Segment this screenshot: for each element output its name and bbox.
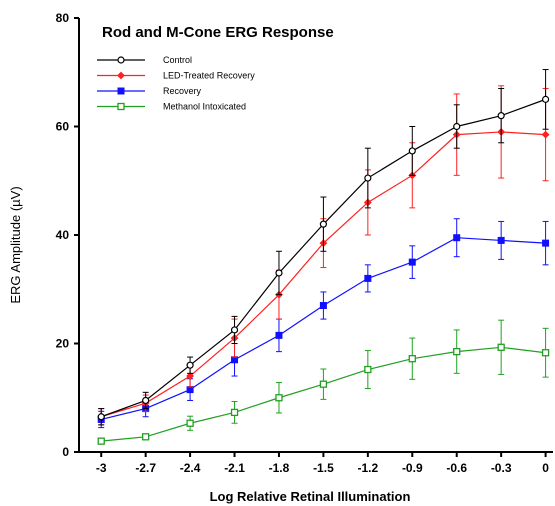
series-2 bbox=[97, 218, 550, 429]
data-point bbox=[275, 331, 283, 339]
legend: Control LED-Treated Recovery Recovery Metha… bbox=[97, 55, 255, 112]
chart-title: Rod and M-Cone ERG Response bbox=[102, 24, 334, 41]
data-point bbox=[319, 302, 327, 310]
x-tick-label: 0 bbox=[542, 461, 549, 475]
x-tick-label: -2.4 bbox=[180, 461, 201, 475]
data-point bbox=[364, 274, 372, 282]
axes: 0 20 40 60 80 -3 -2.7 -2.4 -2.1 -1.8 -1.5 -1.2 -0.9 -… bbox=[56, 11, 550, 475]
x-tick-label: -1.5 bbox=[313, 461, 334, 475]
data-point bbox=[453, 122, 461, 131]
data-point bbox=[453, 347, 461, 356]
x-tick-label: -3 bbox=[96, 461, 107, 475]
data-point bbox=[408, 355, 416, 363]
series-0 bbox=[97, 69, 550, 426]
data-point bbox=[541, 349, 550, 357]
data-point bbox=[541, 95, 550, 103]
x-tick-label: -0.6 bbox=[446, 461, 467, 475]
x-tick-label: -2.7 bbox=[135, 461, 156, 475]
data-point bbox=[364, 365, 372, 374]
legend-item: Control bbox=[97, 55, 192, 65]
data-point bbox=[142, 433, 150, 441]
data-point bbox=[230, 326, 239, 334]
data-point bbox=[97, 413, 105, 421]
legend-label: Methanol Intoxicated bbox=[163, 102, 246, 112]
x-tick-label: -1.2 bbox=[358, 461, 379, 475]
data-point bbox=[186, 386, 194, 394]
x-tick-label: -0.9 bbox=[402, 461, 423, 475]
legend-item: Recovery bbox=[97, 86, 202, 96]
data-point bbox=[142, 396, 150, 405]
x-tick-label: -0.3 bbox=[491, 461, 512, 475]
data-point bbox=[319, 220, 328, 228]
y-tick-label: 60 bbox=[56, 120, 70, 134]
plot-area bbox=[97, 69, 550, 445]
data-point bbox=[275, 269, 283, 277]
data-point bbox=[230, 408, 239, 417]
data-point bbox=[364, 174, 372, 182]
x-tick-label: -1.8 bbox=[269, 461, 290, 475]
data-point bbox=[319, 380, 328, 388]
x-tick-label: -2.1 bbox=[224, 461, 245, 475]
data-point bbox=[275, 394, 283, 402]
data-point bbox=[97, 437, 105, 445]
y-tick-label: 40 bbox=[56, 228, 70, 242]
legend-marker bbox=[117, 102, 125, 111]
data-point bbox=[186, 361, 194, 369]
data-point bbox=[186, 419, 194, 427]
legend-item: Methanol Intoxicated bbox=[97, 102, 246, 112]
y-axis-title: ERG Amplitude (µV) bbox=[8, 186, 23, 303]
data-point bbox=[186, 372, 195, 380]
data-point bbox=[408, 147, 416, 155]
legend-marker bbox=[117, 56, 125, 64]
legend-label: Recovery bbox=[163, 86, 202, 96]
legend-label: Control bbox=[163, 55, 192, 65]
y-tick-label: 80 bbox=[56, 11, 70, 25]
data-point bbox=[231, 356, 239, 364]
legend-marker bbox=[117, 71, 125, 80]
legend-item: LED-Treated Recovery bbox=[97, 71, 255, 81]
data-point bbox=[541, 130, 550, 139]
y-tick-label: 20 bbox=[56, 337, 70, 351]
data-point bbox=[453, 234, 461, 242]
data-point bbox=[497, 236, 505, 244]
legend-label: LED-Treated Recovery bbox=[163, 71, 255, 81]
data-point bbox=[542, 239, 550, 247]
data-point bbox=[497, 112, 505, 120]
legend-marker bbox=[117, 87, 125, 95]
x-axis-title: Log Relative Retinal Illumination bbox=[210, 489, 411, 504]
series-3 bbox=[97, 319, 550, 445]
data-point bbox=[408, 258, 416, 266]
y-tick-label: 0 bbox=[62, 445, 69, 459]
data-point bbox=[497, 343, 505, 351]
